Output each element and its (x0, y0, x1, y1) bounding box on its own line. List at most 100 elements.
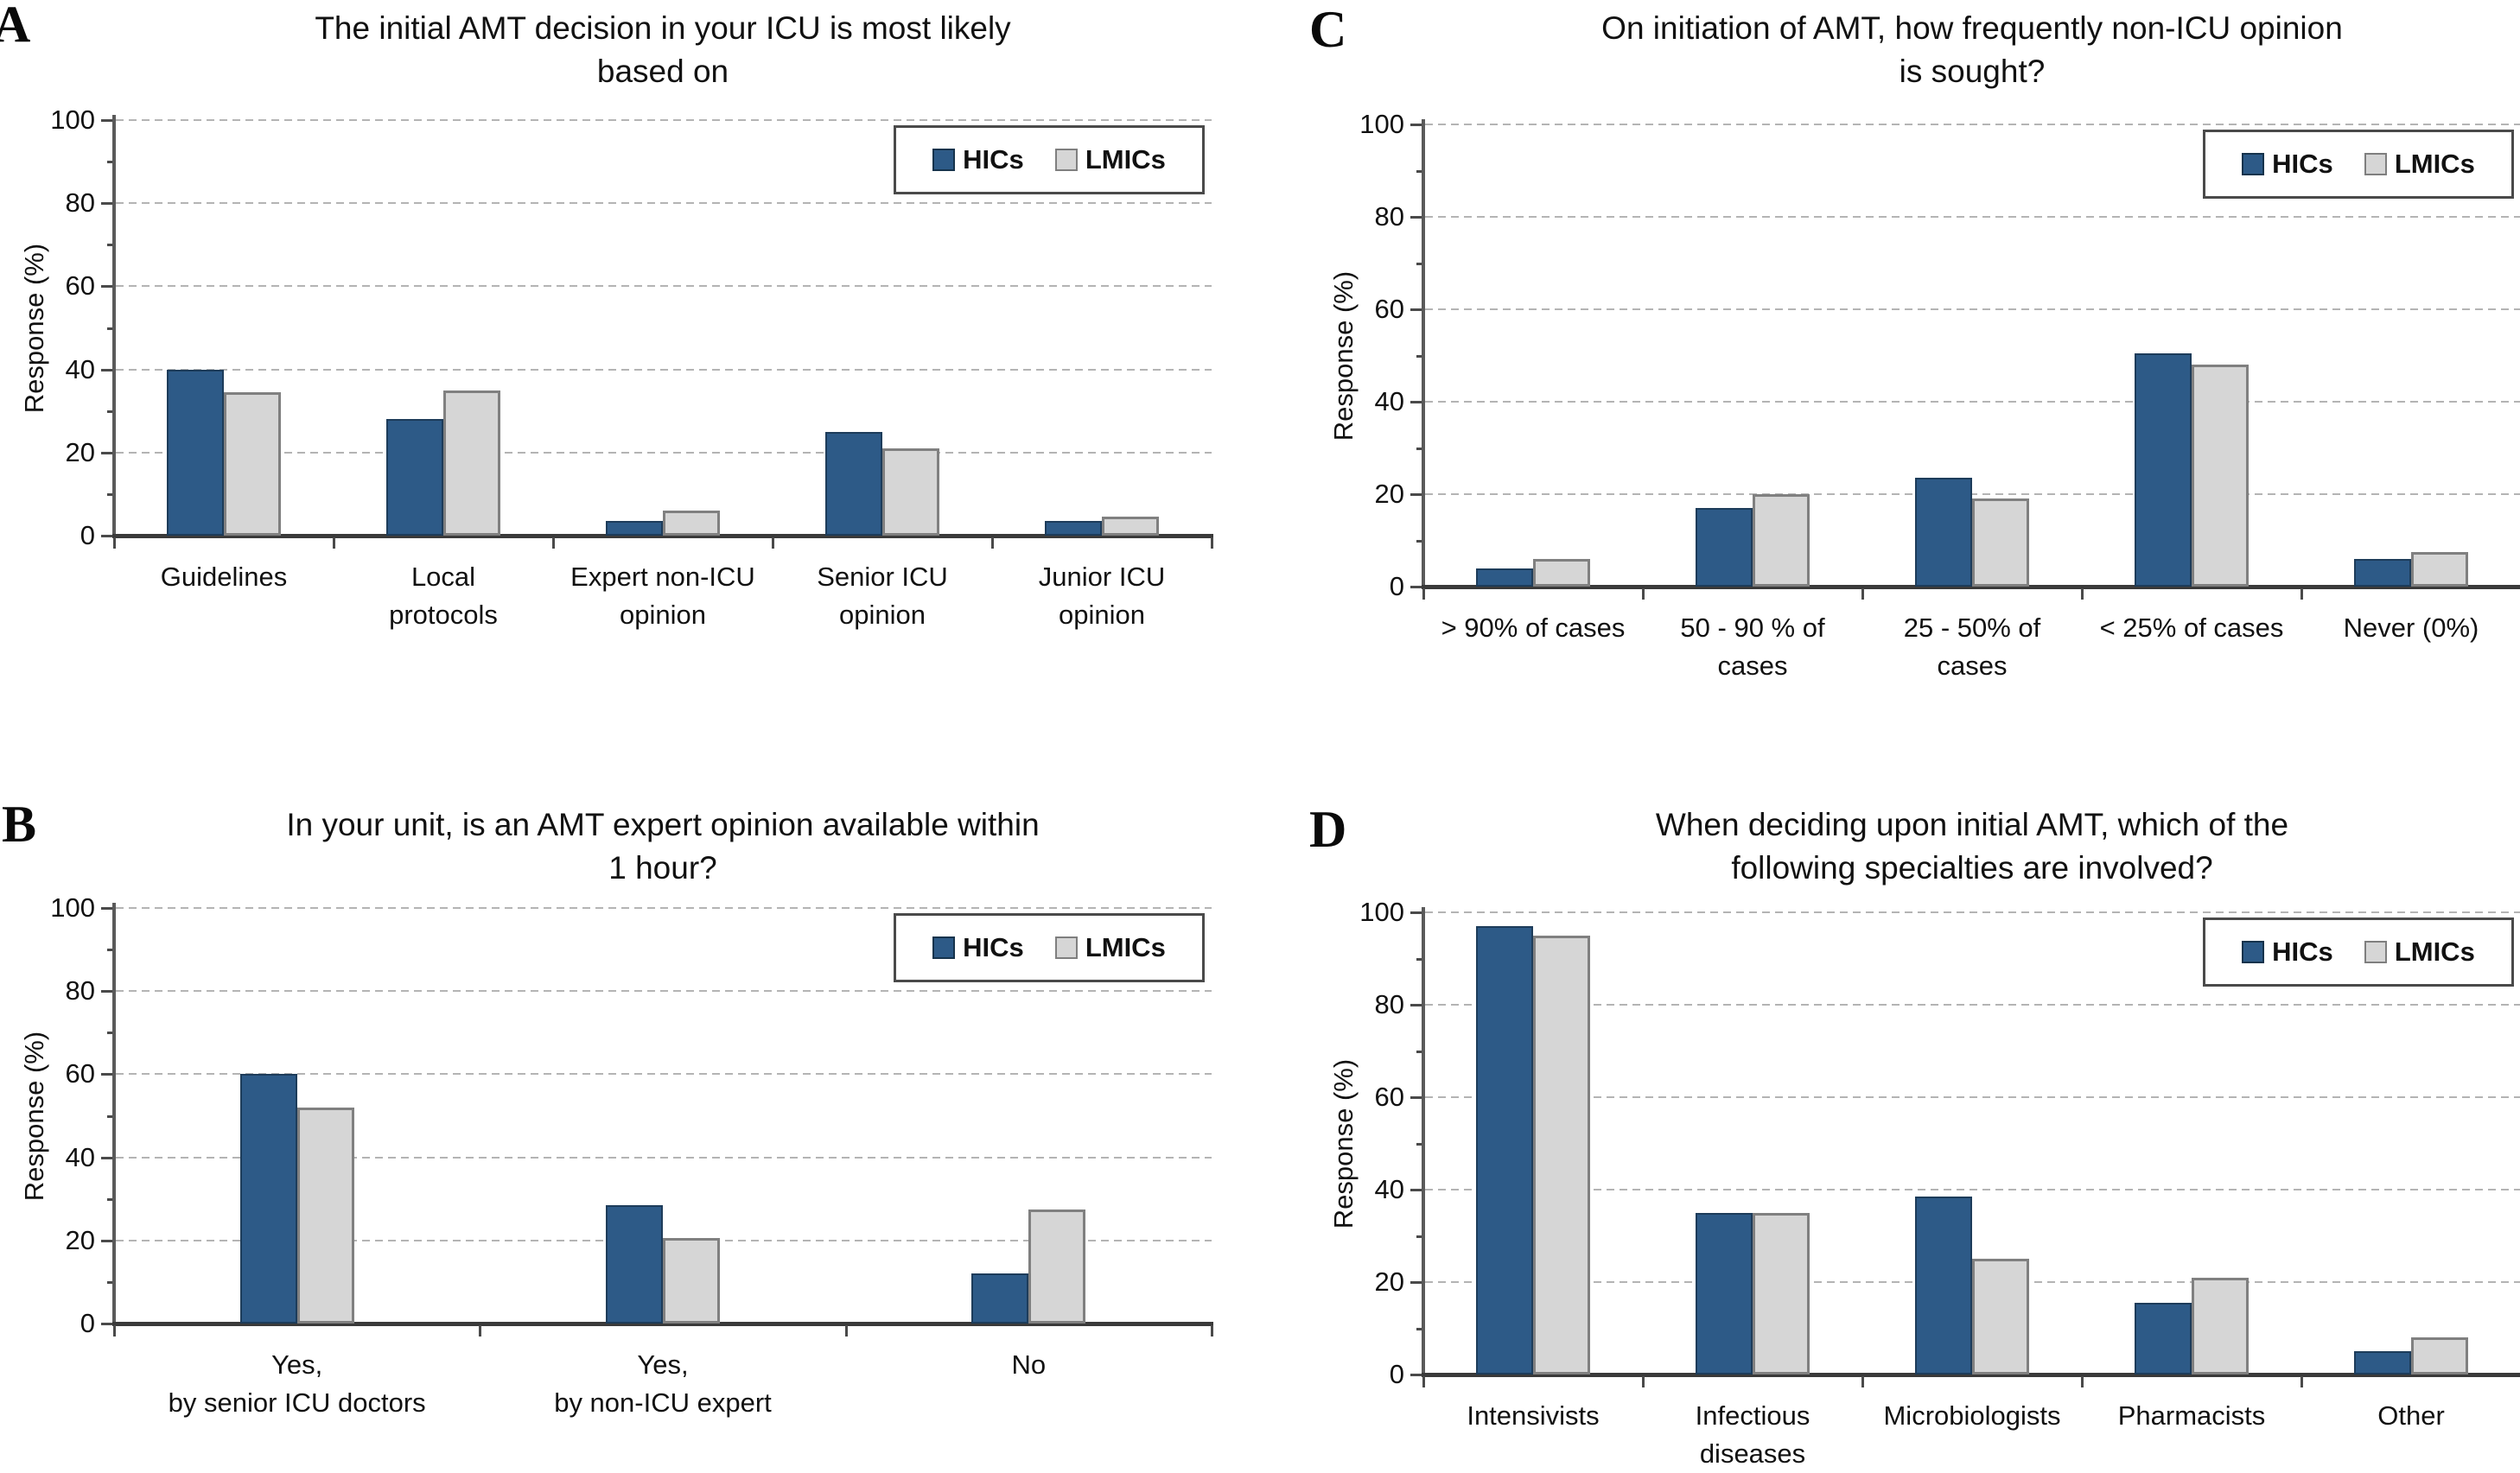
gridline-80 (116, 202, 1212, 205)
y-minor-tick-90 (1416, 169, 1423, 173)
chart-title-line2: based on (596, 54, 729, 89)
bar-hics-A-4 (1045, 521, 1102, 536)
y-tick-label-40: 40 (1374, 386, 1404, 416)
category-label: Never (0%) (2343, 613, 2479, 643)
bar-hics-A-1 (386, 419, 443, 536)
bar-hics-D-0 (1476, 926, 1533, 1375)
category-label: Expert non-ICU opinion (570, 562, 755, 630)
bar-lmics-A-3 (882, 448, 939, 536)
y-tick-label-40: 40 (1374, 1174, 1404, 1204)
bar-lmics-A-1 (443, 390, 500, 536)
category-label: No (1011, 1349, 1047, 1380)
x-boundary-tick (2081, 588, 2084, 600)
y-minor-tick-30 (1416, 447, 1423, 450)
gridline-20 (116, 451, 1212, 454)
y-tick-100 (1410, 911, 1423, 914)
legend-label-lmics: LMICs (1085, 932, 1166, 962)
legend: HICs LMICs (2203, 917, 2514, 987)
gridline-60 (116, 1073, 1212, 1076)
legend-swatch-lmics-icon (2364, 941, 2387, 963)
chart-title-line2: following specialties are involved? (1731, 850, 2213, 886)
bar-hics-A-3 (825, 431, 882, 536)
y-tick-label-20: 20 (1374, 1267, 1404, 1297)
chart-title: When deciding upon initial AMT, which of… (1423, 803, 2520, 890)
x-boundary-tick (552, 537, 555, 549)
gridline-80 (1425, 216, 2520, 218)
x-boundary-tick (1211, 1325, 1213, 1336)
category-label: Infectious diseases (1695, 1400, 1810, 1469)
gridline-100 (116, 907, 1212, 909)
y-tick-40 (1410, 1189, 1423, 1191)
legend-swatch-lmics-icon (1054, 149, 1078, 171)
bar-hics-B-0 (239, 1074, 297, 1324)
legend-swatch-lmics-icon (2364, 153, 2387, 175)
y-minor-tick-70 (107, 1032, 114, 1035)
x-boundary-tick (844, 1325, 848, 1336)
y-tick-60 (1410, 308, 1423, 311)
bar-hics-B-1 (606, 1204, 663, 1324)
chart-title-line1: The initial AMT decision in your ICU is … (315, 10, 1011, 46)
bar-hics-D-1 (1696, 1212, 1753, 1375)
category-label: Intensivists (1467, 1400, 1600, 1431)
legend-item-hics: HICs (932, 932, 1024, 963)
category-label: Pharmacists (2117, 1400, 2266, 1431)
legend-item-hics: HICs (932, 144, 1024, 175)
x-boundary-tick (2300, 1376, 2303, 1387)
y-axis (112, 903, 116, 1325)
chart-title: The initial AMT decision in your ICU is … (114, 7, 1212, 93)
panel-C: C On initiation of AMT, how frequently no… (1260, 0, 2520, 732)
bar-lmics-D-4 (2411, 1337, 2468, 1375)
gridline-60 (1425, 308, 2520, 310)
legend-item-lmics: LMICs (1054, 932, 1166, 963)
bar-hics-A-2 (606, 521, 663, 536)
y-tick-label-100: 100 (1359, 109, 1404, 139)
legend-item-hics: HICs (2242, 936, 2333, 968)
bar-lmics-C-3 (2192, 365, 2249, 587)
y-axis-label: Response (%) (1328, 1058, 1359, 1229)
x-boundary-tick (1211, 537, 1213, 549)
y-tick-label-80: 80 (1374, 989, 1404, 1019)
panel-letter-C: C (1309, 1, 1347, 58)
legend-label-hics: HICs (963, 144, 1024, 175)
gridline-40 (1425, 401, 2520, 403)
y-minor-tick-30 (107, 410, 114, 413)
y-tick-label-0: 0 (80, 520, 95, 550)
y-tick-label-60: 60 (65, 270, 95, 302)
y-tick-label-0: 0 (1389, 1359, 1404, 1389)
y-tick-label-60: 60 (1374, 1082, 1404, 1112)
x-boundary-tick (113, 537, 116, 549)
legend: HICs LMICs (2203, 130, 2514, 199)
bar-hics-D-3 (2135, 1303, 2192, 1375)
bar-lmics-D-1 (1753, 1212, 1810, 1375)
y-tick-label-60: 60 (1374, 294, 1404, 324)
x-boundary-tick (991, 537, 994, 549)
legend-swatch-hics-icon (2242, 153, 2265, 175)
x-boundary-tick (479, 1325, 482, 1336)
y-tick-60 (101, 285, 114, 289)
bar-lmics-A-0 (224, 392, 281, 536)
chart-title-line2: is sought? (1899, 54, 2046, 89)
y-minor-tick-50 (1416, 354, 1423, 358)
bar-hics-C-0 (1476, 568, 1533, 587)
legend-swatch-hics-icon (2242, 941, 2265, 963)
y-tick-40 (1410, 401, 1423, 403)
bar-hics-A-0 (167, 369, 224, 536)
panel-letter-D: D (1309, 801, 1347, 858)
x-axis (1422, 1373, 2520, 1377)
legend: HICs LMICs (894, 125, 1205, 194)
panel-D: D When deciding upon initial AMT, which o… (1260, 733, 2520, 1469)
legend-item-lmics: LMICs (1054, 144, 1166, 175)
category-label: Yes, by non-ICU expert (554, 1349, 772, 1418)
gridline-40 (116, 368, 1212, 371)
bar-lmics-D-2 (1972, 1259, 2029, 1375)
gridline-80 (116, 990, 1212, 993)
y-tick-label-20: 20 (1374, 479, 1404, 509)
y-tick-label-80: 80 (65, 187, 95, 219)
x-boundary-tick (2081, 1376, 2084, 1387)
chart-title-line2: 1 hour? (608, 850, 717, 886)
bar-hics-C-4 (2354, 558, 2411, 587)
gridline-60 (1425, 1096, 2520, 1098)
legend-item-lmics: LMICs (2364, 149, 2475, 180)
category-label: < 25% of cases (2099, 613, 2284, 643)
y-minor-tick-10 (107, 1280, 114, 1284)
